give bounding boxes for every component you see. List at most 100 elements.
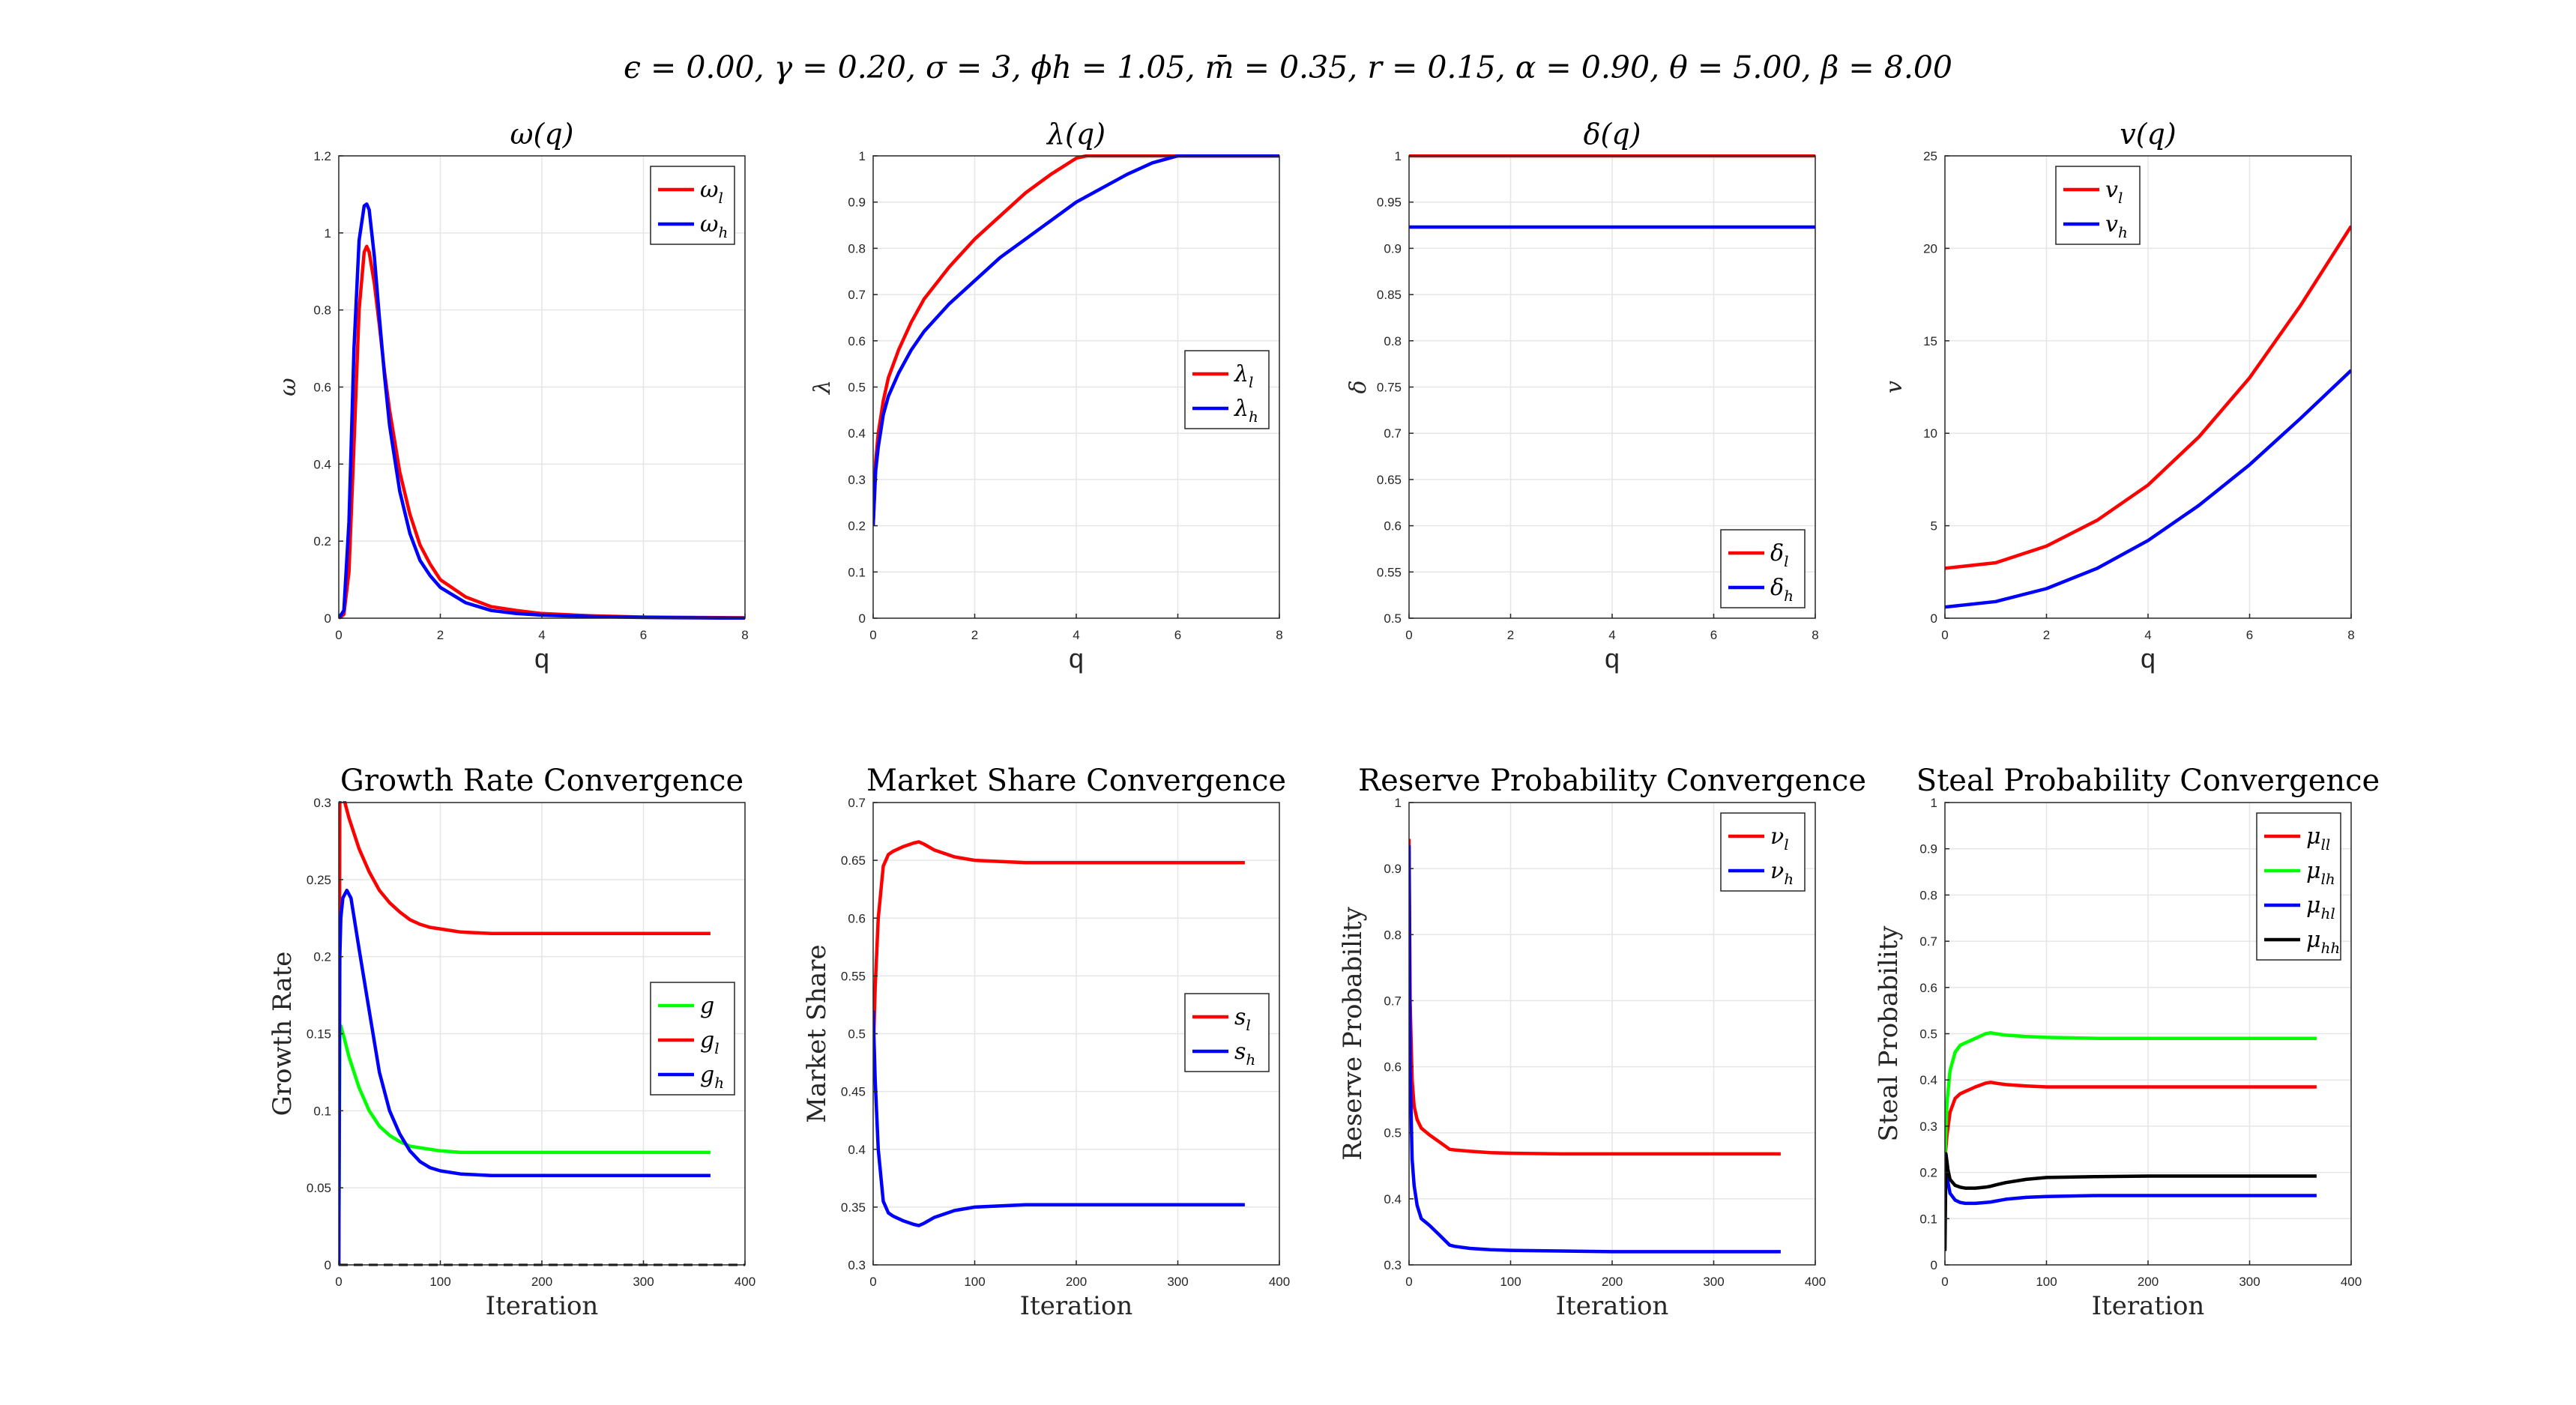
- y-tick-label: 0: [859, 611, 866, 626]
- legend: μll μlh μhl μhh: [2256, 812, 2341, 961]
- y-tick-label: 0.3: [848, 473, 866, 487]
- legend-label: ωh: [700, 211, 728, 241]
- chart-title: ω(q): [510, 118, 574, 151]
- series-line-μll: [1945, 1081, 2317, 1159]
- y-tick-label: 0.2: [848, 519, 866, 534]
- chart-reserve: 0 100 200 300 4000.30.40.50.60.70.80.91Reser…: [1338, 764, 1866, 1321]
- chart-delta: 0 2 4 6 8 0.5 0.55 0.6 0.65 0.7 0.75 0.8 0.85 0.9 0.95…: [1345, 118, 1819, 674]
- x-tick-label: 2: [1507, 628, 1514, 642]
- legend-label: λh: [1234, 396, 1258, 426]
- y-tick-label: 0.7: [1384, 426, 1402, 441]
- y-tick-label: 0.4: [1919, 1073, 1937, 1087]
- x-tick-label: 6: [1174, 628, 1181, 642]
- x-tick-label: 6: [1710, 628, 1717, 642]
- legend: sl sh: [1184, 993, 1270, 1072]
- y-tick-label: 0.9: [1384, 241, 1402, 256]
- legend-label: μhl: [2306, 892, 2335, 922]
- y-tick-label: 0.05: [307, 1181, 331, 1195]
- y-tick-label: 0.1: [848, 565, 866, 579]
- y-tick-label: 0.2: [1919, 1166, 1937, 1180]
- x-tick-label: 4: [1608, 628, 1615, 642]
- x-tick-label: 400: [735, 1275, 755, 1289]
- y-tick-label: 25: [1923, 149, 1937, 163]
- y-tick-label: 1: [1395, 796, 1402, 810]
- series-line-μlh: [1945, 1031, 2317, 1159]
- legend-label: μll: [2306, 824, 2330, 853]
- x-tick-label: 0: [335, 628, 342, 642]
- legend-box: [1720, 529, 1806, 608]
- y-tick-label: 0.95: [1377, 196, 1402, 210]
- y-tick-label: 0.6: [1384, 519, 1402, 534]
- x-tick-label: 400: [2341, 1275, 2362, 1289]
- chart-title: Market Share Convergence: [866, 764, 1286, 798]
- chart-title: Steal Probability Convergence: [1916, 764, 2380, 798]
- y-tick-label: 0.3: [1919, 1120, 1937, 1134]
- x-tick-label: 300: [2239, 1275, 2260, 1289]
- y-tick-label: 0.6: [848, 334, 866, 348]
- series-line-μhl: [1945, 1153, 2317, 1206]
- y-axis-label: v: [1881, 381, 1907, 393]
- x-tick-label: 300: [1703, 1275, 1724, 1289]
- y-tick-label: 0: [1931, 1258, 1937, 1272]
- y-tick-label: 0.85: [1377, 288, 1402, 302]
- x-tick-label: 100: [2036, 1275, 2057, 1289]
- legend-label: νl: [1770, 824, 1789, 853]
- legend-label: μlh: [2306, 858, 2335, 888]
- y-tick-label: 0: [325, 611, 331, 626]
- y-tick-label: 0.35: [841, 1200, 866, 1215]
- x-axis-label: q: [2141, 643, 2156, 674]
- y-tick-label: 1.2: [313, 149, 331, 163]
- y-tick-label: 0.15: [307, 1027, 331, 1042]
- x-tick-label: 0: [1941, 1275, 1948, 1289]
- legend-label: gl: [700, 1027, 720, 1057]
- y-tick-label: 5: [1931, 519, 1937, 534]
- x-tick-label: 8: [2347, 628, 2354, 642]
- x-tick-label: 400: [1269, 1275, 1290, 1289]
- y-tick-label: 0.8: [848, 241, 866, 256]
- y-tick-label: 0.8: [313, 303, 331, 318]
- x-tick-label: 0: [1405, 1275, 1412, 1289]
- y-tick-label: 0.3: [313, 796, 331, 810]
- chart-title: Growth Rate Convergence: [340, 764, 743, 798]
- legend-box: [1184, 350, 1270, 429]
- x-tick-label: 2: [971, 628, 978, 642]
- y-tick-label: 0.5: [848, 381, 866, 395]
- x-tick-label: 200: [2138, 1275, 2159, 1289]
- x-tick-label: 0: [1941, 628, 1948, 642]
- y-tick-label: 0.4: [313, 457, 331, 471]
- series-line-λh: [873, 154, 1279, 526]
- x-axis-label: q: [1069, 643, 1084, 674]
- chart-lambda: 0 2 4 6 8 0 0.1 0.2 0.3 0.4 0.5 0.6 0.7 0.8 0.9 1 λ(q) q λ…: [809, 118, 1283, 674]
- y-tick-label: 1: [1395, 149, 1402, 163]
- y-axis-label: Steal Probability: [1874, 925, 1904, 1142]
- y-tick-label: 0.5: [1919, 1027, 1937, 1042]
- y-tick-label: 0.7: [848, 288, 866, 302]
- chart-title: δ(q): [1584, 118, 1641, 151]
- series-line-g: [339, 1024, 711, 1266]
- y-tick-label: 0.8: [1919, 888, 1937, 902]
- legend-label: δl: [1770, 540, 1788, 570]
- y-tick-label: 0.45: [841, 1085, 866, 1099]
- y-tick-label: 0.6: [313, 381, 331, 395]
- legend-box: [2055, 166, 2141, 245]
- legend-label: gh: [700, 1062, 724, 1092]
- x-tick-label: 300: [1167, 1275, 1188, 1289]
- y-tick-label: 0.5: [1384, 1126, 1402, 1140]
- x-axis-label: Iteration: [1020, 1291, 1133, 1321]
- legend-label: sh: [1234, 1039, 1255, 1069]
- legend-label: λl: [1234, 361, 1253, 391]
- x-tick-label: 200: [1066, 1275, 1087, 1289]
- legend: vl vh: [2055, 166, 2141, 245]
- y-tick-label: 1: [1931, 796, 1937, 810]
- series-line-sl: [873, 840, 1245, 1057]
- x-tick-label: 4: [2144, 628, 2151, 642]
- legend: λl λh: [1184, 350, 1270, 429]
- y-tick-label: 0.7: [1384, 994, 1402, 1008]
- legend-label: sl: [1234, 1004, 1251, 1034]
- x-axis-label: Iteration: [1556, 1291, 1669, 1321]
- legend-label: g: [700, 993, 714, 1019]
- x-axis-label: q: [534, 643, 549, 674]
- x-tick-label: 400: [1805, 1275, 1826, 1289]
- chart-omega: 0 2 4 6 8 0 0.2 0.4 0.6 0.8 1 1.2 ω(q) q ω ωl ωh: [275, 118, 749, 674]
- x-tick-label: 200: [1602, 1275, 1623, 1289]
